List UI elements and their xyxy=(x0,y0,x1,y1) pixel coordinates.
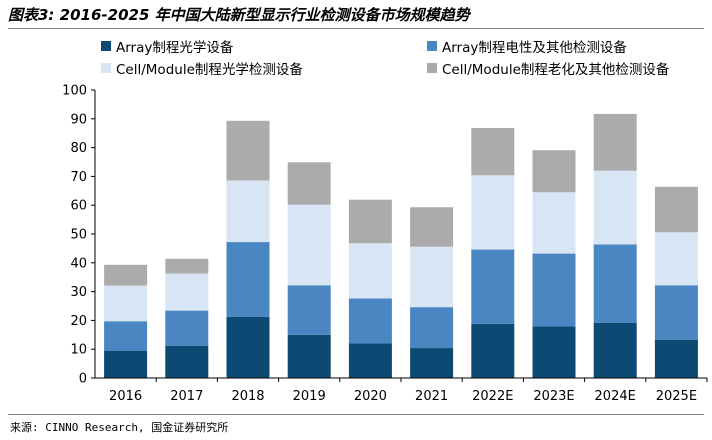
bar-segment xyxy=(104,321,148,351)
x-tick-label: 2016 xyxy=(109,389,142,404)
bar-segment xyxy=(471,175,515,250)
x-tick-label: 2019 xyxy=(293,389,326,404)
bar-segment xyxy=(654,285,698,340)
x-tick-label: 2018 xyxy=(231,389,264,404)
y-tick-label: 0 xyxy=(79,372,87,387)
bar-segment xyxy=(532,150,576,193)
bar-segment xyxy=(348,298,392,344)
bar-segment xyxy=(226,180,270,243)
bar-segment xyxy=(410,246,454,308)
legend-item: Cell/Module制程光学检测设备 xyxy=(101,58,303,78)
bar-segment xyxy=(104,264,148,286)
y-tick-label: 60 xyxy=(70,199,87,214)
bar-segment xyxy=(593,170,637,245)
chart-title: 图表3: 2016-2025 年中国大陆新型显示行业检测设备市场规模趋势 xyxy=(8,6,470,24)
x-tick-label: 2022E xyxy=(472,389,513,404)
legend-swatch xyxy=(101,41,111,51)
y-tick-label: 30 xyxy=(70,285,87,300)
bar-segment xyxy=(287,285,331,335)
bar-segment xyxy=(226,316,270,378)
y-tick-label: 100 xyxy=(62,84,87,99)
bar-segment xyxy=(410,207,454,247)
legend-swatch xyxy=(427,41,437,51)
bar-segment xyxy=(104,285,148,322)
bar-segment xyxy=(654,339,698,378)
bar-segment xyxy=(165,273,209,311)
bar-segment xyxy=(654,186,698,233)
legend-item: Array制程电性及其他检测设备 xyxy=(427,36,627,56)
bar-segment xyxy=(287,204,331,286)
bar-segment xyxy=(532,192,576,254)
bar-segment xyxy=(165,345,209,378)
y-tick-label: 80 xyxy=(70,141,87,156)
bar-segment xyxy=(287,162,331,205)
bar-segment xyxy=(348,343,392,378)
x-tick-label: 2024E xyxy=(595,389,636,404)
legend-swatch xyxy=(427,63,437,73)
bar-segment xyxy=(593,244,637,323)
bar-segment xyxy=(165,310,209,346)
y-tick-label: 10 xyxy=(70,343,87,358)
bar-segment xyxy=(287,334,331,378)
legend-label: Array制程光学设备 xyxy=(116,40,234,56)
x-tick-label: 2017 xyxy=(170,389,203,404)
bar-segment xyxy=(410,307,454,349)
legend-swatch xyxy=(101,63,111,73)
legend-label: Array制程电性及其他检测设备 xyxy=(442,40,627,56)
bar-segment xyxy=(471,249,515,324)
source-divider xyxy=(8,414,704,415)
bar-segment xyxy=(532,326,576,378)
legend-item: Array制程光学设备 xyxy=(101,36,233,56)
bar-segment xyxy=(593,322,637,378)
title-divider xyxy=(8,28,704,29)
bar-segment xyxy=(471,128,515,176)
bar-segment xyxy=(593,113,637,171)
bar-segment xyxy=(348,243,392,299)
y-tick-label: 40 xyxy=(70,256,87,271)
x-tick-label: 2020 xyxy=(354,389,387,404)
x-tick-label: 2025E xyxy=(656,389,697,404)
bar-segment xyxy=(226,242,270,317)
bar-segment xyxy=(532,253,576,327)
legend-item: Cell/Module制程老化及其他检测设备 xyxy=(427,58,669,78)
bar-segment xyxy=(410,348,454,378)
bar-segment xyxy=(165,258,209,274)
legend-label: Cell/Module制程光学检测设备 xyxy=(116,62,303,78)
legend: Array制程光学设备 Array制程电性及其他检测设备 Cell/Module… xyxy=(0,0,712,80)
bar-segment xyxy=(654,232,698,286)
bar-segment xyxy=(348,199,392,244)
y-tick-label: 50 xyxy=(70,228,87,243)
y-tick-label: 70 xyxy=(70,170,87,185)
x-tick-label: 2023E xyxy=(533,389,574,404)
y-tick-label: 90 xyxy=(70,112,87,127)
x-tick-label: 2021 xyxy=(415,389,448,404)
legend-label: Cell/Module制程老化及其他检测设备 xyxy=(442,62,670,78)
y-tick-label: 20 xyxy=(70,314,87,329)
source-note: 来源: CINNO Research, 国金证券研究所 xyxy=(10,421,229,434)
bar-segment xyxy=(471,323,515,378)
bar-segment xyxy=(226,120,270,181)
bar-segment xyxy=(104,350,148,378)
